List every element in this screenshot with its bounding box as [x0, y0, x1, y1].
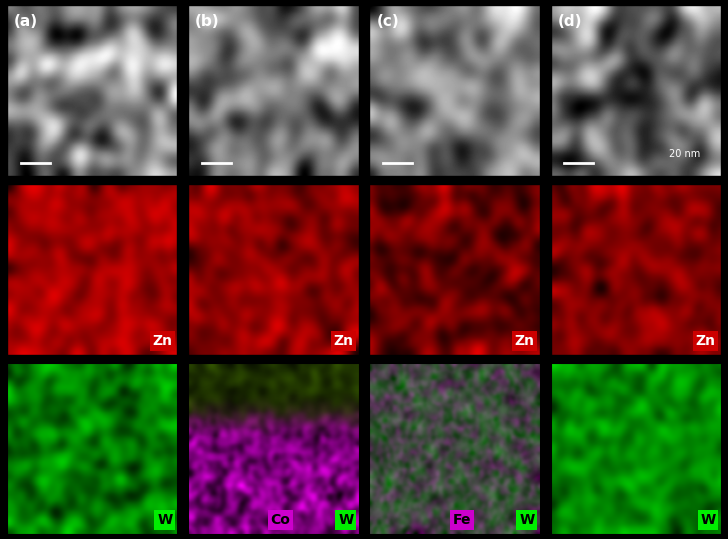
Text: W: W	[339, 513, 353, 527]
Text: (c): (c)	[376, 14, 399, 29]
Text: Fe: Fe	[453, 513, 472, 527]
Text: 20 nm: 20 nm	[669, 149, 700, 159]
Text: (d): (d)	[558, 14, 582, 29]
Text: Zn: Zn	[333, 334, 353, 348]
Text: (b): (b)	[195, 14, 220, 29]
Text: W: W	[519, 513, 534, 527]
Text: Zn: Zn	[515, 334, 534, 348]
Text: W: W	[700, 513, 716, 527]
Text: Zn: Zn	[152, 334, 173, 348]
Text: W: W	[157, 513, 173, 527]
Text: (a): (a)	[14, 14, 38, 29]
Text: Zn: Zn	[696, 334, 716, 348]
Text: Co: Co	[271, 513, 290, 527]
